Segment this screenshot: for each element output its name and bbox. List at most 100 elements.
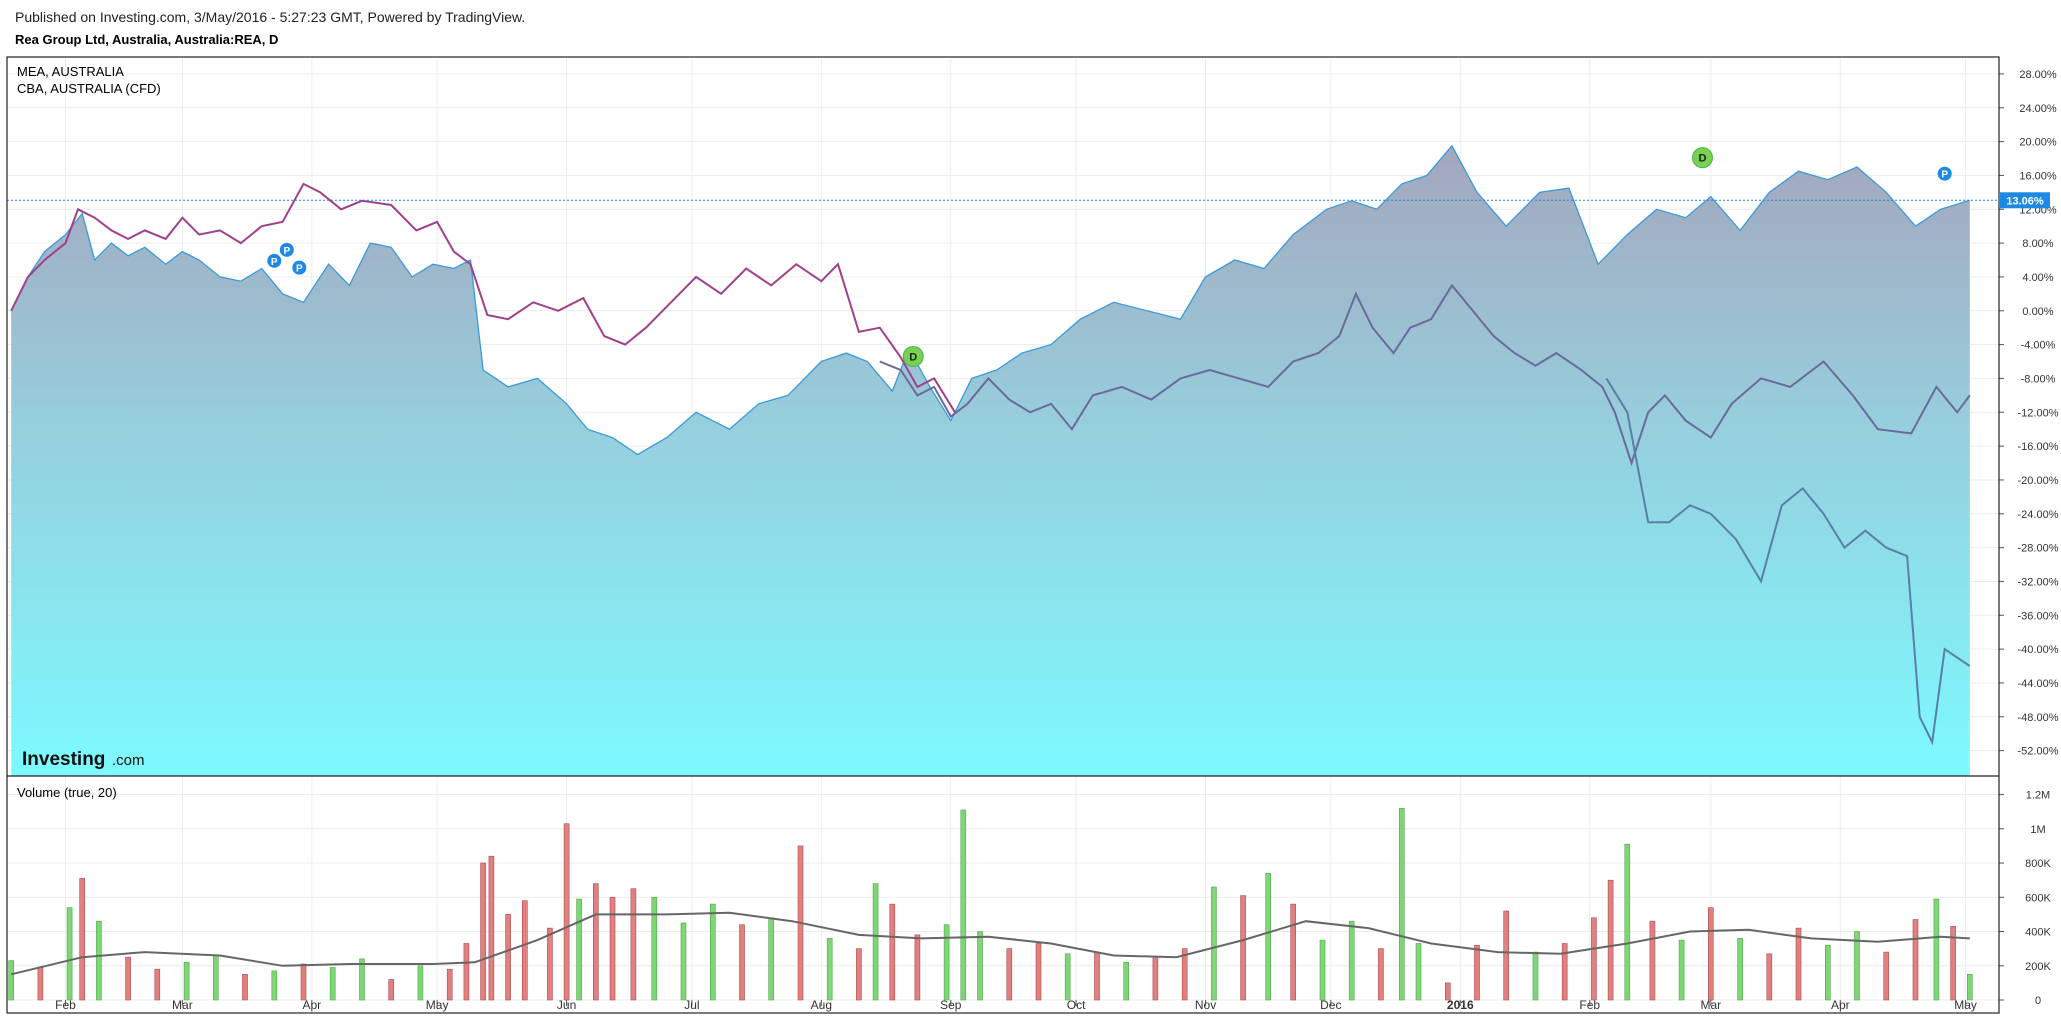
- volume-bar: [183, 961, 190, 1001]
- volume-bar: [1795, 927, 1802, 1001]
- y-tick-label: -16.00%: [2018, 441, 2059, 453]
- series-line-compare-1: [10, 182, 956, 413]
- volume-bar: [1415, 943, 1422, 1001]
- volume-bar: [37, 967, 44, 1001]
- volume-bar: [1933, 898, 1940, 1001]
- volume-bar: [709, 903, 716, 1001]
- marker-circle: [1936, 165, 1953, 182]
- dividend-marker-d[interactable]: D: [1691, 147, 1713, 169]
- marker-label: P: [296, 264, 303, 275]
- vol-tick-label: 0: [2035, 995, 2041, 1007]
- volume-bar: [1678, 939, 1685, 1001]
- y-tick-label: 28.00%: [2019, 69, 2057, 81]
- volume-bar: [856, 948, 862, 1001]
- event-marker-p[interactable]: P: [278, 241, 295, 258]
- x-tick-label: Oct: [1067, 998, 1086, 1012]
- volume-bar: [563, 823, 570, 1001]
- volume-bar: [768, 917, 775, 1001]
- volume-bar: [154, 968, 161, 1001]
- marker-label: D: [909, 351, 917, 363]
- volume-bar: [1094, 951, 1100, 1001]
- volume-bar: [1378, 948, 1384, 1001]
- y-tick-label: -8.00%: [2021, 373, 2056, 385]
- volume-bar: [480, 862, 486, 1001]
- volume-bar: [1854, 931, 1860, 1001]
- x-tick-label: Aug: [811, 998, 832, 1012]
- volume-bar: [1064, 953, 1071, 1001]
- marker-label: P: [271, 257, 278, 268]
- x-tick-label: Mar: [172, 998, 193, 1012]
- vol-tick-label: 600K: [2025, 892, 2051, 904]
- dividend-marker-d[interactable]: D: [902, 345, 924, 367]
- volume-bar: [1624, 843, 1631, 1001]
- y-tick-label: -48.00%: [2018, 712, 2059, 724]
- volume-bar: [242, 973, 248, 1001]
- volume-bar: [1474, 944, 1480, 1001]
- y-tick-label: -28.00%: [2018, 543, 2059, 555]
- volume-bar: [1950, 926, 1956, 1001]
- volume-bar: [1445, 982, 1451, 1001]
- logo-dotcom: .com: [112, 752, 145, 769]
- last-value-badge: [2000, 192, 2050, 209]
- vol-tick-label: 400K: [2025, 927, 2051, 939]
- volume-bar: [1649, 920, 1656, 1001]
- investing-logo: Investing .com: [22, 749, 145, 770]
- volume-bar: [388, 979, 395, 1001]
- marker-circle: [902, 345, 924, 367]
- axis-layer: 28.00%24.00%20.00%16.00%12.00%8.00%4.00%…: [55, 69, 2059, 1012]
- y-tick-label: -44.00%: [2018, 678, 2059, 690]
- volume-bar: [1607, 879, 1614, 1001]
- event-marker-p[interactable]: P: [266, 252, 283, 269]
- volume-bar: [1181, 948, 1188, 1001]
- vol-tick-label: 800K: [2025, 858, 2051, 870]
- volume-ma-line: [10, 911, 1970, 976]
- last-value-label: 13.06%: [2006, 195, 2044, 207]
- volume-bar: [592, 883, 599, 1001]
- volume-bar: [914, 934, 921, 1001]
- volume-bar: [8, 960, 14, 1001]
- series-line-rea: [10, 144, 1970, 456]
- volume-bar: [826, 938, 833, 1001]
- volume-bar: [1561, 943, 1568, 1001]
- x-tick-label: Sep: [940, 998, 962, 1012]
- y-tick-label: -40.00%: [2018, 644, 2059, 656]
- volume-bar: [66, 907, 73, 1001]
- volume-bar: [446, 968, 453, 1001]
- y-tick-label: -4.00%: [2021, 340, 2056, 352]
- x-tick-label: Feb: [55, 998, 76, 1012]
- volume-bar: [1152, 956, 1159, 1001]
- volume-bar: [359, 958, 365, 1001]
- event-marker-p[interactable]: P: [291, 259, 308, 276]
- volume-bar: [1399, 807, 1405, 1001]
- y-tick-label: -52.00%: [2018, 746, 2059, 758]
- volume-bar: [505, 914, 511, 1001]
- y-tick-label: 24.00%: [2019, 103, 2057, 115]
- volume-bar: [521, 900, 528, 1001]
- volume-bar: [300, 963, 307, 1001]
- volume-layer: [8, 807, 1973, 1001]
- marker-circle: [266, 252, 283, 269]
- volume-bar: [1967, 973, 1973, 1001]
- x-tick-label: Apr: [303, 998, 322, 1012]
- marker-label: P: [1941, 170, 1948, 181]
- volume-bar: [329, 967, 336, 1001]
- event-marker-p[interactable]: P: [1936, 165, 1953, 182]
- published-caption: Published on Investing.com, 3/May/2016 -…: [15, 9, 526, 25]
- x-tick-label: May: [1954, 998, 1977, 1012]
- volume-bar: [1532, 951, 1539, 1001]
- x-tick-label: Nov: [1195, 998, 1216, 1012]
- legend-volume: Volume (true, 20): [17, 785, 117, 800]
- volume-bar: [680, 922, 687, 1001]
- volume-bar: [1319, 939, 1326, 1001]
- volume-bar: [1211, 886, 1217, 1001]
- volume-bar: [1240, 895, 1246, 1001]
- volume-bar: [1883, 951, 1889, 1001]
- volume-bar: [1825, 944, 1831, 1001]
- x-tick-label: Feb: [1579, 998, 1600, 1012]
- volume-bar: [547, 927, 553, 1001]
- y-tick-label: 0.00%: [2022, 306, 2053, 318]
- logo-investing: Investing: [22, 749, 105, 770]
- marker-label: D: [1699, 153, 1707, 165]
- volume-bar: [651, 896, 658, 1001]
